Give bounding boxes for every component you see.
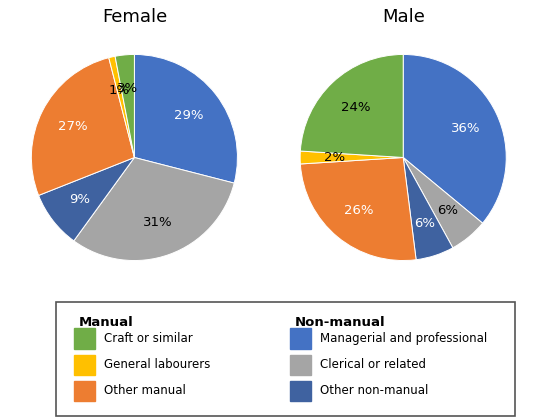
Wedge shape [115,55,134,158]
Title: Female: Female [102,8,167,26]
Text: Manual: Manual [79,316,134,329]
Wedge shape [300,158,416,260]
Wedge shape [39,158,134,241]
Wedge shape [300,151,403,164]
Wedge shape [403,55,506,223]
Title: Male: Male [382,8,424,26]
Text: Non-manual: Non-manual [295,316,385,329]
Wedge shape [300,55,403,158]
Text: Managerial and professional: Managerial and professional [320,332,487,345]
Text: Other non-manual: Other non-manual [320,384,428,397]
Wedge shape [31,58,134,195]
Text: 31%: 31% [143,216,172,229]
Bar [74,381,95,401]
Bar [74,354,95,375]
Text: General labourers: General labourers [104,358,211,371]
Text: 1%: 1% [109,84,130,97]
Text: 29%: 29% [174,109,204,122]
Wedge shape [74,158,234,260]
Bar [290,354,311,375]
Bar [290,328,311,349]
Bar [290,381,311,401]
Text: 36%: 36% [451,122,480,134]
Text: 27%: 27% [58,120,88,133]
Text: Craft or similar: Craft or similar [104,332,193,345]
Text: 24%: 24% [341,101,371,114]
Wedge shape [109,56,134,158]
Wedge shape [403,158,453,260]
Text: 6%: 6% [437,204,458,217]
Text: 9%: 9% [69,193,90,206]
Text: 3%: 3% [118,82,138,95]
Text: Other manual: Other manual [104,384,186,397]
Text: 2%: 2% [324,151,345,164]
Text: Clerical or related: Clerical or related [320,358,426,371]
Text: 26%: 26% [344,204,374,217]
Wedge shape [403,158,483,248]
Bar [74,328,95,349]
FancyBboxPatch shape [56,302,515,416]
Wedge shape [134,55,237,183]
Text: 6%: 6% [414,217,435,230]
